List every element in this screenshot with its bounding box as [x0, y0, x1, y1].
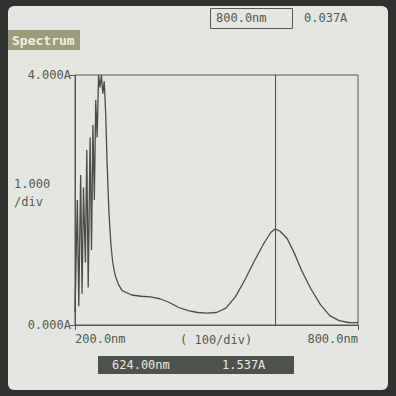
svg-text:1.000: 1.000: [14, 177, 50, 191]
svg-text:0.037A: 0.037A: [304, 11, 348, 25]
svg-text:( 100/div): ( 100/div): [180, 333, 252, 347]
svg-text:Spectrum: Spectrum: [12, 33, 75, 48]
svg-text:1.537A: 1.537A: [222, 358, 266, 372]
svg-text:800.0nm: 800.0nm: [216, 11, 267, 25]
svg-text:0.000A: 0.000A: [28, 318, 72, 332]
svg-text:800.0nm: 800.0nm: [307, 332, 358, 346]
svg-text:200.0nm: 200.0nm: [75, 332, 126, 346]
svg-text:624.00nm: 624.00nm: [112, 358, 170, 372]
svg-text:4.000A: 4.000A: [28, 68, 72, 82]
svg-text:/div: /div: [14, 195, 43, 209]
